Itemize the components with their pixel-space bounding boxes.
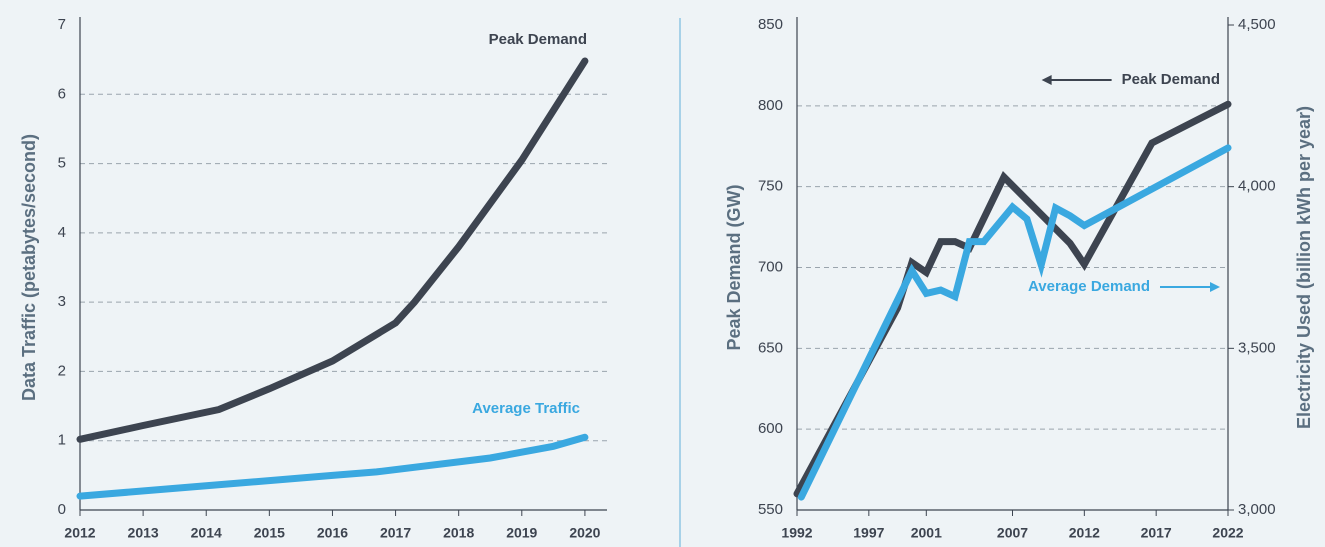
series-line: [76, 57, 589, 443]
y-tick-label: 0: [58, 501, 66, 518]
x-tick-label: 2007: [997, 525, 1028, 541]
y-tick-label: 5: [58, 155, 66, 172]
x-tick-label: 2018: [443, 525, 474, 541]
x-tick-label: 2013: [128, 525, 159, 541]
y-axis-title: Peak Demand (GW): [724, 184, 744, 350]
x-tick-label: 1992: [781, 525, 812, 541]
y-tick-label: 7: [58, 16, 66, 33]
y-tick-label: 3: [58, 293, 66, 310]
x-tick-label: 2017: [380, 525, 411, 541]
y2-tick-label: 4,000: [1238, 178, 1276, 195]
x-tick-label: 2014: [191, 525, 222, 541]
x-tick-label: 2020: [569, 525, 600, 541]
y-tick-label: 1: [58, 432, 66, 449]
y-tick-label: 550: [758, 501, 783, 518]
arrow-head: [1041, 75, 1052, 85]
y-tick-label: 6: [58, 85, 66, 102]
series-line: [797, 144, 1232, 501]
y-axis-title: Data Traffic (petabytes/second): [19, 134, 39, 401]
x-tick-label: 2022: [1212, 525, 1243, 541]
y2-tick-label: 4,500: [1238, 16, 1276, 33]
x-tick-label: 2019: [506, 525, 537, 541]
y-tick-label: 800: [758, 97, 783, 114]
arrow-head: [1210, 282, 1220, 292]
x-tick-label: 2016: [317, 525, 348, 541]
x-tick-label: 2012: [64, 525, 95, 541]
y-tick-label: 2: [58, 362, 66, 379]
x-tick-label: 1997: [853, 525, 884, 541]
x-tick-label: 2015: [254, 525, 285, 541]
series-label: Average Traffic: [472, 400, 580, 417]
y-tick-label: 650: [758, 339, 783, 356]
y2-tick-label: 3,500: [1238, 339, 1276, 356]
series-line: [76, 433, 589, 500]
series-label: Peak Demand: [1122, 71, 1220, 88]
y2-axis-title: Electricity Used (billion kWh per year): [1294, 106, 1314, 429]
y-tick-label: 4: [58, 224, 66, 241]
y-tick-label: 850: [758, 16, 783, 33]
y2-tick-label: 3,000: [1238, 501, 1276, 518]
y-tick-label: 750: [758, 178, 783, 195]
y-tick-label: 700: [758, 258, 783, 275]
x-tick-label: 2012: [1069, 525, 1100, 541]
y-tick-label: 600: [758, 420, 783, 437]
series-label: Peak Demand: [489, 31, 587, 48]
series-label: Average Demand: [1028, 278, 1150, 295]
x-tick-label: 2001: [911, 525, 942, 541]
x-tick-label: 2017: [1141, 525, 1172, 541]
